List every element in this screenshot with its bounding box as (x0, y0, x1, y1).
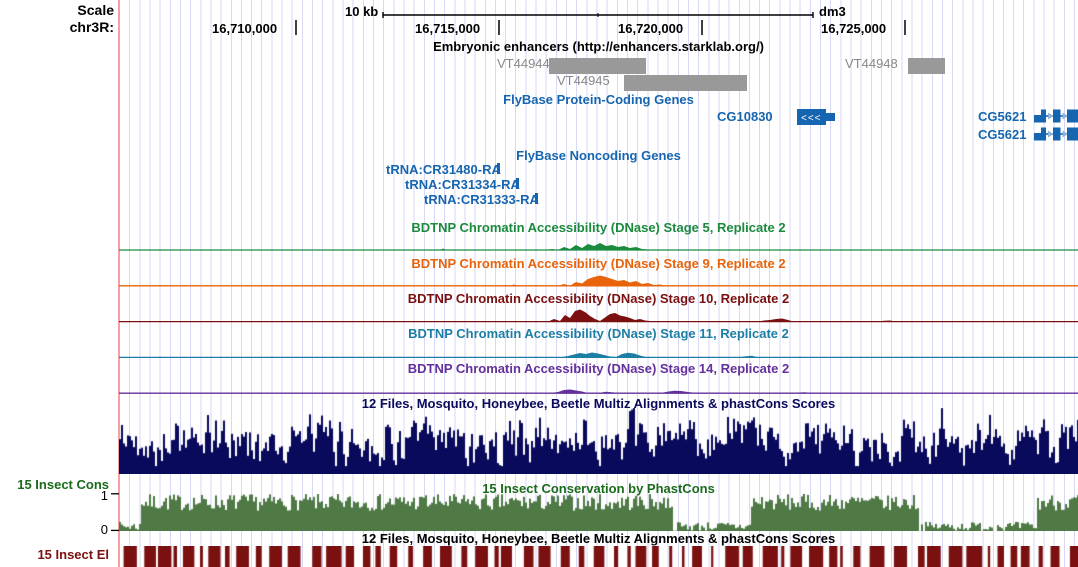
svg-text:0: 0 (101, 522, 108, 537)
svg-text:1: 1 (101, 488, 108, 503)
